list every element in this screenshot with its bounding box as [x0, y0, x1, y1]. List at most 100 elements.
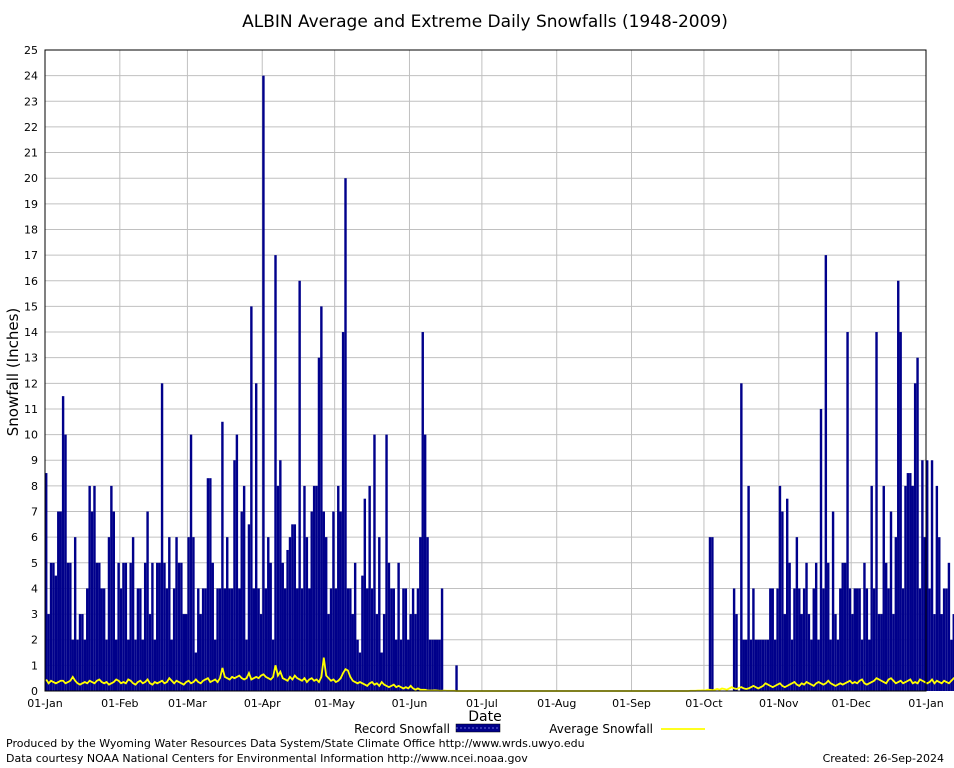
- chart-title: ALBIN Average and Extreme Daily Snowfall…: [242, 12, 728, 32]
- record-snowfall-bar: [848, 588, 852, 691]
- record-snowfall-bar: [351, 614, 354, 691]
- y-tick-label: 16: [24, 275, 38, 288]
- record-snowfall-bar: [165, 588, 169, 691]
- record-snowfall-bar: [361, 575, 364, 691]
- record-snowfall-bar: [100, 588, 103, 691]
- y-axis-label: Snowfall (Inches): [4, 308, 22, 436]
- record-snowfall-bar: [296, 588, 299, 691]
- record-snowfall-bar: [860, 639, 864, 691]
- record-snowfall-bar: [812, 588, 815, 691]
- y-tick-label: 22: [24, 121, 38, 134]
- record-snowfall-bar: [69, 562, 72, 691]
- record-snowfall-bar: [139, 588, 142, 691]
- record-snowfall-bar: [889, 511, 893, 691]
- record-snowfall-bar: [341, 332, 345, 691]
- record-snowfall-bar: [204, 588, 207, 691]
- record-snowfall-bar: [288, 537, 292, 691]
- record-snowfall-bar: [950, 639, 953, 691]
- record-snowfall-bar: [59, 511, 62, 691]
- record-snowfall-bar: [901, 588, 905, 691]
- x-tick-label: 01-Dec: [832, 697, 871, 710]
- record-snowfall-bar: [440, 588, 444, 691]
- record-snowfall-bar: [223, 588, 227, 691]
- record-snowfall-bar: [358, 652, 362, 691]
- record-snowfall-bar: [366, 588, 369, 691]
- record-snowfall-bar: [45, 473, 48, 691]
- y-tick-label: 9: [31, 454, 38, 467]
- record-snowfall-bar: [141, 639, 144, 691]
- record-snowfall-bar: [397, 562, 400, 691]
- record-snowfall-bar: [269, 562, 272, 691]
- record-snowfall-bar: [757, 639, 760, 691]
- record-snowfall-bar: [211, 562, 214, 691]
- record-snowfall-bar: [916, 357, 919, 691]
- record-snowfall-bar: [421, 332, 424, 691]
- record-snowfall-bar: [187, 537, 190, 691]
- record-snowfall-bar: [303, 485, 306, 691]
- record-snowfall-bar: [182, 614, 185, 691]
- record-snowfall-bar: [95, 562, 99, 691]
- record-snowfall-bar: [344, 178, 347, 691]
- record-snowfall-bar: [385, 434, 388, 691]
- record-snowfall-bar: [913, 383, 917, 691]
- record-snowfall-bar: [800, 614, 803, 691]
- record-snowfall-bar: [752, 588, 755, 691]
- record-snowfall-bar: [76, 639, 79, 691]
- record-snowfall-bar: [300, 588, 304, 691]
- y-tick-label: 10: [24, 429, 38, 442]
- record-snowfall-bar: [276, 485, 280, 691]
- x-axis-label: Date: [468, 709, 501, 725]
- record-snowfall-bar: [64, 434, 67, 691]
- record-snowfall-bar: [308, 588, 311, 691]
- record-snowfall-bar: [334, 588, 338, 691]
- record-snowfall-bar: [262, 75, 265, 691]
- record-snowfall-bar: [419, 537, 422, 691]
- record-snowfall-bar: [175, 537, 178, 691]
- record-snowfall-bar: [57, 511, 60, 691]
- record-snowfall-bar: [795, 537, 799, 691]
- record-snowfall-bar: [88, 485, 91, 691]
- record-snowfall-bar: [363, 498, 367, 691]
- record-snowfall-bar: [894, 537, 898, 691]
- record-snowfall-bar: [322, 511, 325, 691]
- record-snowfall-bar: [356, 639, 359, 691]
- record-snowfall-bar: [409, 614, 412, 691]
- record-snowfall-bar: [742, 639, 745, 691]
- record-snowfall-bar: [431, 639, 434, 691]
- record-snowfall-bar: [382, 614, 386, 691]
- record-snowfall-bar: [105, 639, 108, 691]
- record-snowfall-bar: [49, 562, 53, 691]
- record-snowfall-bar: [247, 524, 251, 691]
- x-tick-label: 01-Mar: [168, 697, 207, 710]
- record-snowfall-bar: [163, 562, 166, 691]
- record-snowfall-bar: [380, 652, 383, 691]
- record-snowfall-bar: [735, 614, 738, 691]
- record-snowfall-bar: [148, 614, 152, 691]
- record-snowfall-bar: [61, 396, 65, 691]
- record-snowfall-bar: [317, 357, 321, 691]
- record-snowfall-bar: [399, 639, 403, 691]
- y-tick-label: 24: [24, 70, 38, 83]
- record-snowfall-bar: [875, 332, 878, 691]
- record-snowfall-bar: [127, 639, 130, 691]
- record-snowfall-bar: [136, 588, 140, 691]
- record-snowfall-bar: [938, 537, 941, 691]
- record-snowfall-bar: [834, 614, 837, 691]
- record-snowfall-bar: [935, 485, 939, 691]
- record-snowfall-bar: [856, 588, 859, 691]
- record-snowfall-bar: [291, 524, 294, 691]
- record-snowfall-bar: [892, 614, 895, 691]
- record-snowfall-bar: [194, 652, 198, 691]
- record-snowfall-bar: [353, 562, 357, 691]
- record-snowfall-bar: [78, 614, 82, 691]
- record-snowfall-bar: [387, 562, 391, 691]
- record-snowfall-bar: [829, 639, 832, 691]
- axis-layer: 0123456789101112131415161718192021222324…: [24, 44, 944, 710]
- record-snowfall-bar: [708, 537, 712, 691]
- record-snowfall-bar: [790, 639, 794, 691]
- y-tick-label: 18: [24, 223, 38, 236]
- legend-average-label: Average Snowfall: [549, 722, 653, 736]
- record-snowfall-bar: [817, 639, 820, 691]
- record-snowfall-bar: [283, 588, 287, 691]
